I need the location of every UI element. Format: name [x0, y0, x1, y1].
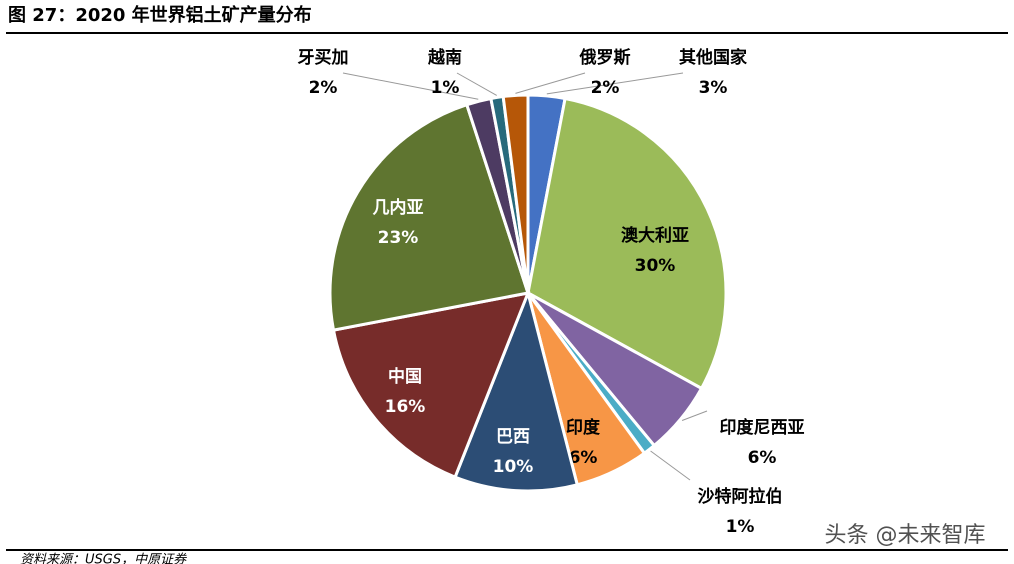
- slice-label: 巴西: [496, 427, 530, 447]
- slice-label: 俄罗斯: [579, 47, 631, 68]
- leader-line: [546, 72, 684, 95]
- pie-slice: [526, 96, 728, 391]
- slice-label: 澳大利亚: [621, 225, 689, 246]
- pie-slice: [453, 288, 580, 493]
- value-label: 1%: [726, 517, 755, 537]
- value-label: 6%: [748, 448, 777, 468]
- chart-title: 图 27：2020 年世界铝土矿产量分布: [8, 4, 312, 26]
- pie-slice: [501, 93, 530, 294]
- value-label: 2%: [591, 78, 620, 98]
- slice-label: 中国: [388, 366, 422, 387]
- slice-label: 牙买加: [298, 48, 349, 68]
- leader-line: [456, 72, 497, 96]
- value-label: 30%: [635, 256, 676, 276]
- slice-label: 几内亚: [373, 197, 424, 218]
- watermark: 头条 @未来智库: [825, 523, 986, 548]
- value-label: 1%: [431, 78, 460, 98]
- slice-label: 印度: [566, 417, 601, 438]
- value-label: 6%: [569, 448, 598, 468]
- slice-label: 其他国家: [679, 47, 747, 68]
- leader-line: [515, 72, 586, 94]
- leader-line: [342, 72, 479, 100]
- slice-label: 印度尼西亚: [720, 417, 805, 438]
- pie-slice: [331, 291, 531, 480]
- value-label: 3%: [699, 78, 728, 98]
- value-label: 16%: [385, 397, 426, 417]
- source: 资料来源：USGS，中原证券: [20, 553, 187, 564]
- value-label: 2%: [309, 78, 338, 98]
- value-label: 23%: [378, 228, 419, 248]
- pie-slice: [328, 102, 530, 332]
- leader-line: [681, 410, 708, 421]
- slice-label: 越南: [427, 47, 462, 68]
- slice-label: 沙特阿拉伯: [698, 486, 783, 507]
- value-label: 10%: [493, 457, 534, 477]
- leader-line: [650, 450, 691, 481]
